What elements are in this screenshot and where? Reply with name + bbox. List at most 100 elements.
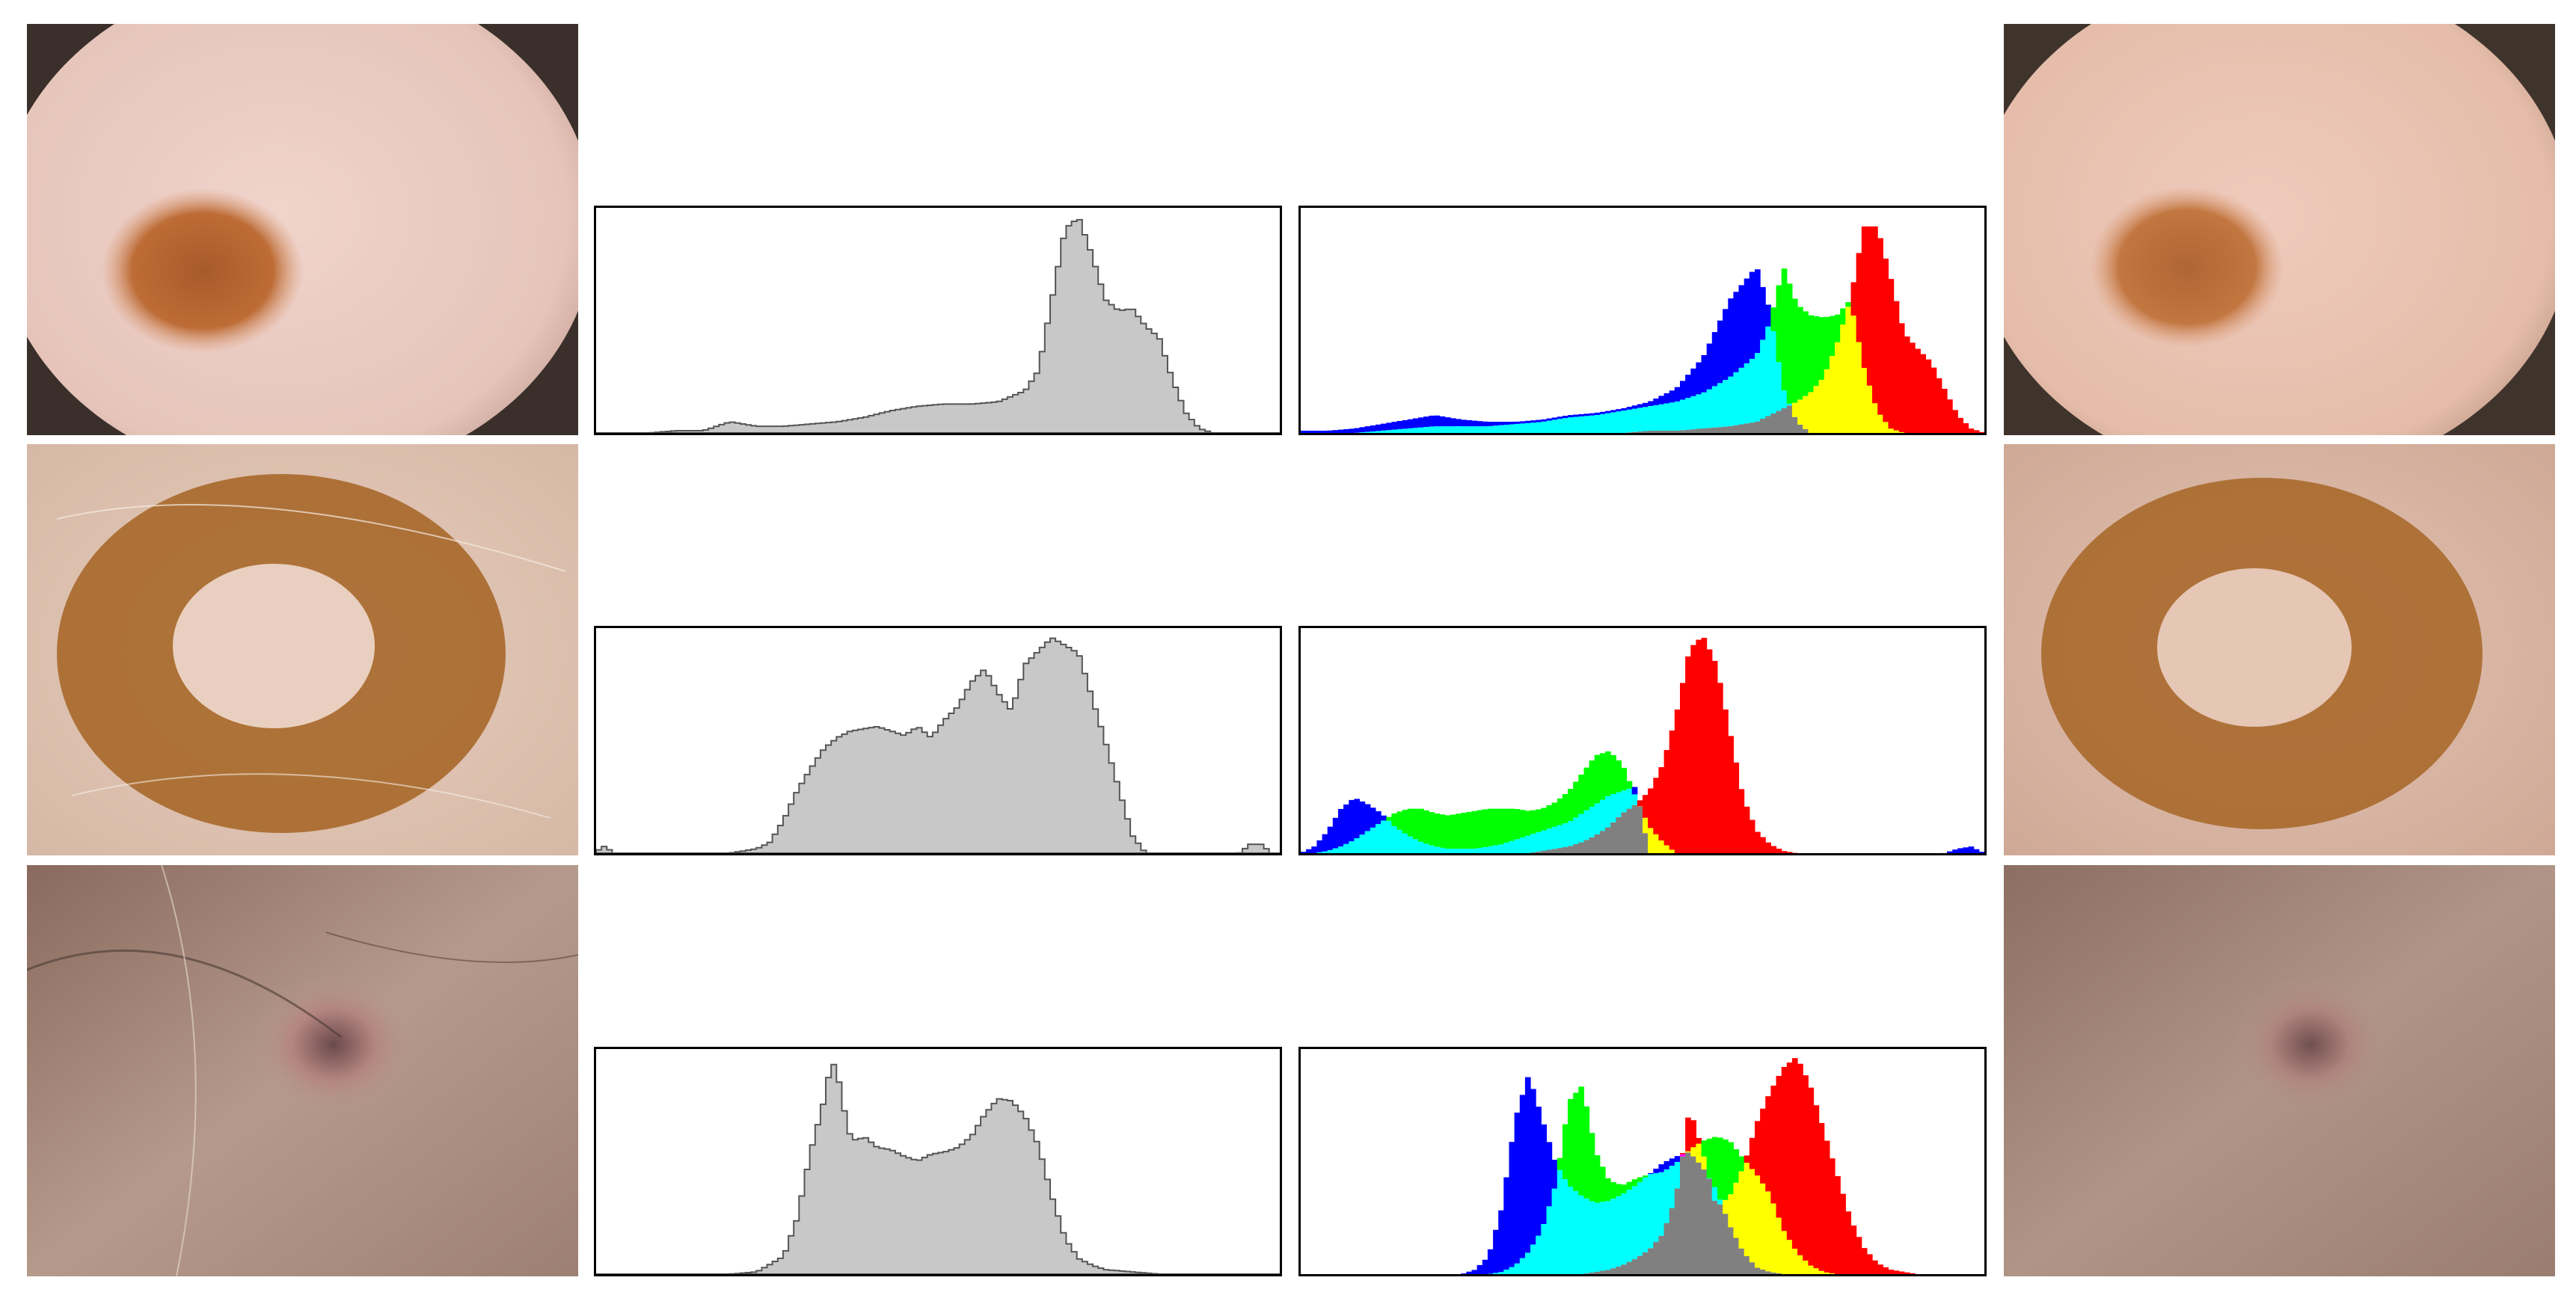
row3-rgb-frame [1298,1047,1987,1276]
row2-rgb-bin-segment [1354,838,1361,853]
row3-rgb-bin-segment [1690,1120,1696,1148]
row3-rgb-bin-segment [1589,1201,1595,1273]
row2-rgb-bin-segment [1306,849,1312,853]
row3-rgb-bin-segment [1631,1179,1638,1187]
row1-rgb-bin-segment [1744,363,1750,424]
row3-rgb-bin-segment [1803,1260,1809,1274]
row1-rgb-bin-segment [1835,342,1841,433]
row1-rgb-bin-segment [1562,418,1568,433]
row3-rgb-bin-segment [1658,1235,1665,1274]
row1-rgb-bin-segment [1744,423,1750,433]
row1-rgb-bin-segment [1364,426,1371,432]
row1-rgb-bin-segment [1573,416,1579,433]
row1-rgb-bin-segment [1541,419,1547,422]
row3-rgb-bin-segment [1717,1204,1723,1274]
row1-rgb-bin-segment [1626,407,1633,410]
row1-rgb-bin-segment [1947,399,1953,433]
row3-rgb-bin-segment [1749,1169,1755,1263]
row3-rgb-bin-segment [1503,1177,1509,1270]
row3-rgb-bin-segment [1557,1170,1563,1274]
row3-rgb-bin-segment [1696,1143,1702,1163]
row1-rgb-bin-segment [1444,426,1451,433]
row2-rgb-bin-segment [1690,645,1696,853]
row1-rgb-bin-segment [1653,405,1659,431]
row3-rgb-bin-segment [1717,1199,1723,1205]
row3-rgb-bin-segment [1765,1271,1771,1274]
row2-rgb-bin-segment [1482,809,1488,847]
row2-rgb-bin-segment [1551,826,1558,849]
row1-rgb-bin-segment [1605,410,1611,413]
row2-rgb-bin-segment [1589,760,1595,808]
row2-rgb-bin-segment [1493,808,1499,846]
row1-rgb-bin-segment [1349,428,1355,433]
row1-rgb-bin-segment [1450,418,1456,427]
row1-rgb-bin-segment [1386,430,1392,433]
row3-rgb-bin-segment [1776,1075,1782,1218]
row2-rgb-bin-segment [1952,849,1958,853]
row1-rgb-bin-segment [1583,413,1590,416]
row3-rgb-bin-segment [1599,1202,1606,1271]
row2-rgb-bin-segment [1514,809,1521,840]
row3-rgb-bin-segment [1616,1196,1622,1267]
row3-rgb-bin-segment [1760,1269,1766,1274]
row1-rgb-bin-segment [1925,359,1932,433]
row1-rgb-bin-segment [1519,423,1526,433]
row1-rgb-bin-segment [1877,414,1883,433]
row1-rgb-bin-segment [1653,399,1659,405]
row2-rgb-bin-segment [1599,753,1606,800]
row1-rgb-bin-segment [1770,413,1777,433]
row3-rgb-bin-segment [1738,1156,1745,1172]
row1-rgb-bin-segment [1439,426,1446,433]
row2-rgb-bin-segment [1439,847,1446,853]
row2-rgb-bin-segment [1413,808,1419,840]
row1-rgb-bin-segment [1568,417,1574,433]
row1-rgb-bin-segment [1701,354,1708,393]
row1-gray-frame [594,206,1282,435]
row3-rgb-bin-segment [1791,1249,1798,1274]
row1-rgb-bin-segment [1797,424,1803,433]
row1-rgb-bin-segment [1316,431,1323,433]
row1-rgb-bin-segment [1883,258,1889,422]
row3-rgb-bin-segment [1818,1122,1825,1271]
row1-rgb-bin-segment [1396,429,1403,433]
row1-rgb-bins [1301,226,1985,433]
row2-rgb-bin-segment [1327,849,1334,853]
row2-rgb-bin-segment [1364,831,1371,853]
row3-rgb-bin-segment [1803,1075,1809,1261]
row2-rgb-bin-segment [1429,812,1435,846]
row1-rgb-bin-segment [1920,354,1926,433]
row3-rgb-bin-segment [1711,1187,1718,1201]
row3-rgb-bin-segment [1786,1063,1793,1240]
row1-rgb-bin-segment [1471,426,1478,433]
row2-rgb-bin-segment [1386,817,1392,821]
row1-rgb-bin-segment [1391,429,1398,433]
row3-rgb-bin-segment [1706,1178,1713,1274]
row1-rgb-bin-segment [1413,428,1419,433]
row1-rgb-bin-segment [1503,425,1509,433]
row2-rgb-bin-segment [1776,849,1782,853]
row1-rgb-bin-segment [1840,325,1846,433]
row1-rgb-bin-segment [1845,307,1851,433]
row2-rgb-bin-segment [1476,810,1483,848]
row3-rgb-bin-segment [1503,1270,1509,1274]
row2-rgb-bin-segment [1643,817,1649,834]
row2-rgb-bin-segment [1653,834,1659,853]
row1-rgb-bin-segment [1904,336,1910,433]
row2-rgb-bin-segment [1509,840,1515,853]
row2-rgb-bin-segment [1343,843,1349,853]
row1-rgb-bin-segment [1888,279,1895,429]
row3-rgb-bin-segment [1674,1161,1681,1189]
row1-rgb-bin-segment [1573,414,1579,417]
row3-rgb-bin-segment [1701,1169,1708,1274]
row2-rgb-bin-segment [1423,843,1429,853]
row2-rgb-bin-segment [1509,808,1515,841]
row1-rgb-bin-segment [1476,426,1483,433]
row2-rgb-bin-segment [1733,762,1740,853]
row2-rgb-bin-segment [1583,810,1590,840]
row1-rgb-bin-segment [1786,283,1793,404]
row3-rgb-bin-segment [1546,1142,1553,1207]
row2-rgb-bin-segment [1599,799,1606,831]
row3-rgb-bin-segment [1637,1255,1643,1274]
row3-rgb-bin-segment [1663,1223,1670,1274]
row3-rgb-bin-segment [1643,1252,1649,1274]
